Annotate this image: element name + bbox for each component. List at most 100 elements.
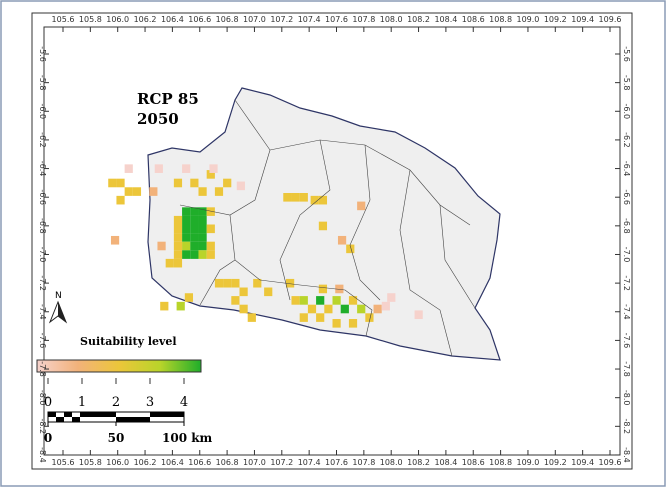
- y-tick-label-left: -7.2: [38, 275, 47, 291]
- suitability-cell: [324, 304, 333, 314]
- suitability-cell: [206, 170, 215, 179]
- suitability-cell: [173, 215, 183, 225]
- suitability-cell: [132, 187, 142, 196]
- suitability-cell: [318, 221, 328, 231]
- y-tick-label-right: -8.0: [622, 390, 631, 406]
- legend-tick-label: 4: [180, 395, 188, 410]
- suitability-cell: [316, 296, 325, 305]
- y-tick-label-left: -6.0: [38, 103, 47, 119]
- x-tick-label-bottom: 108.0: [380, 458, 403, 467]
- suitability-cell: [182, 207, 191, 216]
- suitability-cell: [173, 250, 183, 259]
- y-tick-label-right: -6.4: [622, 161, 631, 177]
- y-tick-label-right: -6.8: [622, 218, 631, 234]
- y-tick-label-left: -8.2: [38, 419, 47, 435]
- suitability-cell: [318, 284, 328, 294]
- suitability-cell: [299, 313, 308, 322]
- suitability-cell: [182, 215, 191, 225]
- x-tick-label-top: 107.4: [298, 15, 321, 24]
- suitability-cell: [223, 278, 232, 288]
- suitability-cell: [198, 241, 207, 251]
- suitability-cell: [198, 187, 207, 196]
- x-tick-label-bottom: 109.6: [599, 458, 622, 467]
- suitability-cell: [190, 215, 199, 225]
- suitability-cell: [348, 296, 358, 305]
- y-tick-label-left: -6.2: [38, 132, 47, 148]
- suitability-cell: [173, 258, 183, 268]
- x-tick-label-bottom: 108.8: [489, 458, 512, 467]
- x-tick-label-bottom: 106.4: [161, 458, 184, 467]
- x-tick-label-top: 106.2: [134, 15, 157, 24]
- legend-tick-label: 3: [146, 395, 154, 410]
- suitability-cell: [116, 178, 125, 188]
- y-tick-label-right: -8.2: [622, 419, 631, 435]
- x-tick-label-bottom: 107.2: [270, 458, 293, 467]
- suitability-cell: [239, 304, 248, 314]
- suitability-cell: [182, 241, 191, 251]
- suitability-cell: [332, 319, 341, 328]
- suitability-cell: [206, 207, 215, 216]
- y-tick-label-right: -8.4: [622, 447, 631, 463]
- suitability-cell: [124, 187, 133, 196]
- y-tick-label-left: -7.0: [38, 247, 47, 263]
- x-tick-label-top: 105.8: [79, 15, 102, 24]
- suitability-cell: [184, 293, 194, 302]
- suitability-cell: [206, 241, 215, 251]
- x-tick-label-bottom: 105.8: [79, 458, 102, 467]
- x-tick-label-top: 107.6: [325, 15, 348, 24]
- suitability-cell: [190, 224, 199, 234]
- x-tick-label-top: 109.4: [571, 15, 594, 24]
- suitability-cell: [253, 278, 262, 288]
- scale-label: 0: [44, 431, 52, 445]
- suitability-cell: [173, 241, 183, 251]
- x-tick-label-top: 106.6: [188, 15, 211, 24]
- legend-tick-label: 0: [44, 395, 52, 410]
- north-label: N: [55, 291, 62, 301]
- y-tick-label-left: -8.4: [38, 447, 47, 463]
- x-tick-label-top: 108.4: [434, 15, 457, 24]
- x-tick-label-top: 108.2: [407, 15, 430, 24]
- suitability-cell: [231, 278, 240, 288]
- suitability-cell: [283, 193, 292, 202]
- north-arrow-half: [58, 302, 66, 322]
- suitability-cell: [387, 293, 396, 302]
- x-tick-label-bottom: 108.4: [434, 458, 457, 467]
- x-tick-label-top: 108.6: [462, 15, 485, 24]
- suitability-cell: [264, 287, 273, 297]
- y-tick-label-right: -6.6: [622, 189, 631, 205]
- y-tick-label-left: -8.0: [38, 390, 47, 406]
- y-tick-label-right: -7.8: [622, 361, 631, 377]
- suitability-cell: [346, 244, 355, 254]
- x-tick-label-top: 109.6: [599, 15, 622, 24]
- y-tick-label-left: -6.6: [38, 189, 47, 205]
- suitability-cell: [190, 233, 199, 242]
- suitability-cell: [236, 181, 245, 191]
- x-tick-label-top: 106.4: [161, 15, 184, 24]
- suitability-cell: [206, 250, 215, 259]
- x-tick-label-bottom: 107.8: [352, 458, 375, 467]
- y-tick-label-right: -7.0: [622, 247, 631, 263]
- y-tick-label-right: -5.8: [622, 75, 631, 91]
- x-tick-label-top: 107.2: [270, 15, 293, 24]
- y-tick-label-left: -7.4: [38, 304, 47, 320]
- suitability-cell: [286, 278, 295, 288]
- suitability-cell: [214, 187, 224, 196]
- suitability-cell: [160, 301, 169, 311]
- suitability-cell: [198, 233, 207, 242]
- suitability-cell: [357, 304, 366, 314]
- x-tick-label-top: 108.8: [489, 15, 512, 24]
- suitability-cell: [154, 164, 163, 173]
- suitability-cell: [209, 164, 218, 173]
- x-tick-label-bottom: 106.0: [106, 458, 129, 467]
- suitability-cell: [247, 313, 256, 322]
- suitability-cell: [414, 310, 423, 320]
- suitability-cell: [291, 193, 300, 202]
- suitability-cell: [198, 250, 207, 259]
- suitability-cell: [214, 278, 224, 288]
- district-borders: [179, 99, 476, 357]
- suitability-cell: [149, 187, 158, 196]
- suitability-cell: [337, 235, 347, 245]
- suitability-cell: [173, 233, 183, 242]
- x-tick-label-bottom: 106.6: [188, 458, 211, 467]
